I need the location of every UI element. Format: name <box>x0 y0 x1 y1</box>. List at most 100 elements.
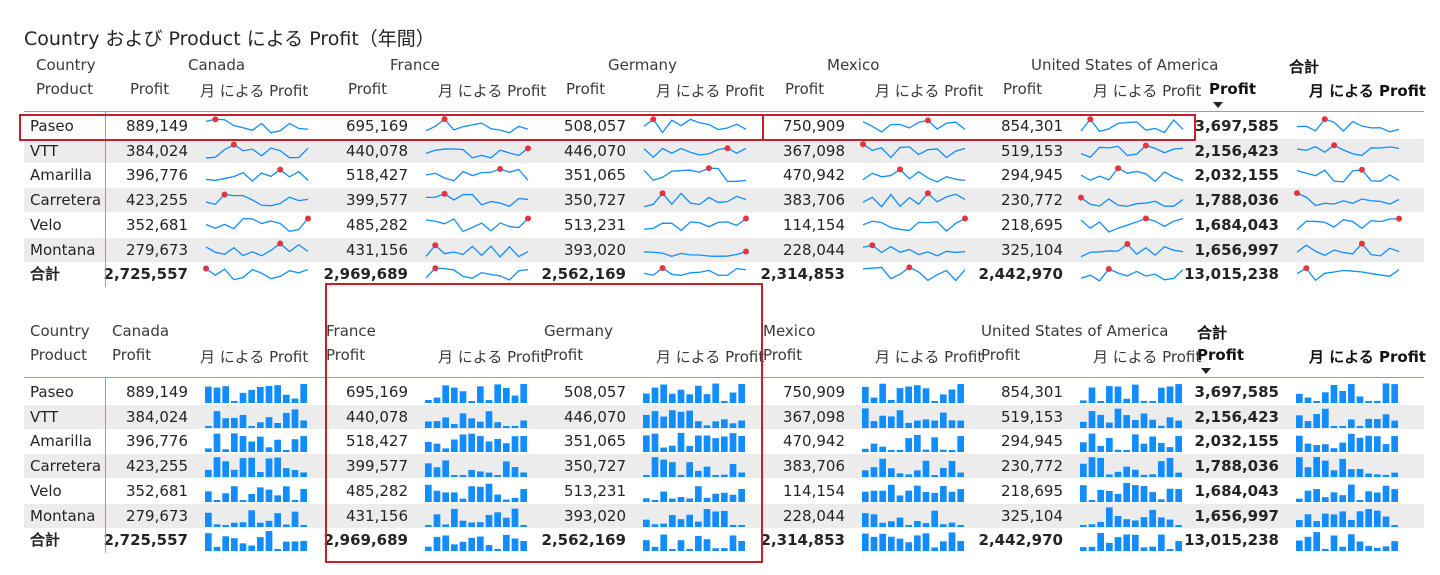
column-header-usa[interactable]: United States of America <box>1031 56 1219 74</box>
profit-value: 695,169 <box>345 117 408 135</box>
column-header-profit[interactable]: Profit <box>763 346 803 364</box>
profit-value: 3,697,585 <box>1194 117 1279 135</box>
line-sparkline <box>643 265 747 277</box>
sparkline-bar <box>1158 516 1165 527</box>
sparkline-bar <box>283 468 290 478</box>
table-row[interactable]: VTT 384,024 440,078 446,070 367,098 519,153 2,… <box>24 404 1424 429</box>
line-sparkline <box>1080 165 1184 183</box>
table-row[interactable]: Amarilla 396,776 518,427 351,065 470,942 294,… <box>24 429 1424 453</box>
column-header-profit[interactable]: Profit <box>1209 80 1256 98</box>
table-row[interactable]: Velo 352,681 485,282 513,231 114,154 218,695 1… <box>24 213 1424 237</box>
product-cell: VTT <box>30 407 59 426</box>
table-row[interactable]: Montana 279,673 431,156 393,020 228,044 325,1… <box>24 503 1424 528</box>
sparkline-bar <box>1391 524 1398 527</box>
sparkline-bar <box>300 436 307 453</box>
column-header-profit[interactable]: Profit <box>1197 346 1244 364</box>
sparkline-bar <box>520 472 527 478</box>
table-row[interactable]: Carretera 423,255 399,577 350,727 383,706 230… <box>24 188 1424 213</box>
sparkline-bar <box>1322 444 1329 453</box>
profit-value: 2,562,169 <box>541 265 626 284</box>
table-row[interactable]: Amarilla 396,776 518,427 351,065 470,942 294,… <box>24 163 1424 187</box>
table-row[interactable]: Montana 279,673 431,156 393,020 228,044 325,1… <box>24 237 1424 262</box>
sparkline-bar <box>957 436 964 453</box>
profit-value: 2,156,423 <box>1194 141 1279 160</box>
profit-value: 2,969,689 <box>323 265 408 284</box>
column-header-profit[interactable]: Profit <box>326 346 366 364</box>
column-header-profit[interactable]: Profit <box>981 346 1021 364</box>
sparkline-bar <box>257 537 264 552</box>
sparkline-bar <box>1391 436 1398 453</box>
sparkline-bar <box>669 514 676 527</box>
line-sparkline <box>425 265 529 281</box>
column-header-mexico[interactable]: Mexico <box>827 56 880 74</box>
column-header-france[interactable]: France <box>390 56 440 74</box>
sparkline-bar <box>669 498 676 502</box>
sparkline-bar <box>485 472 493 478</box>
sparkline-bar <box>265 458 273 478</box>
sparkline-bar <box>651 457 659 478</box>
sparkline-bar <box>511 508 519 527</box>
sparkline-bar <box>669 462 676 478</box>
column-header-profit[interactable]: Profit <box>348 80 388 98</box>
line-sparkline <box>425 190 529 208</box>
sparkline-bar <box>511 497 519 502</box>
column-header-germany[interactable]: Germany <box>544 322 613 340</box>
sparkline-path <box>205 242 309 257</box>
sort-descending-icon[interactable] <box>1213 102 1223 108</box>
table-row[interactable]: VTT 384,024 440,078 446,070 367,098 519,153 2,… <box>24 138 1424 163</box>
sparkline-bar <box>213 387 221 403</box>
profit-value: 854,301 <box>1000 383 1063 401</box>
sparkline-max-marker <box>441 116 448 123</box>
column-header-france[interactable]: France <box>326 322 376 340</box>
sparkline-bar <box>503 443 510 453</box>
total-row[interactable]: 合計 2,725,557 2,969,689 2,562,169 2,314,853 2,… <box>24 528 1424 552</box>
sort-descending-icon[interactable] <box>1201 368 1211 374</box>
column-header-mexico[interactable]: Mexico <box>763 322 816 340</box>
table-row[interactable]: Carretera 423,255 399,577 350,727 383,706 230… <box>24 454 1424 479</box>
profit-value: 350,727 <box>563 457 626 476</box>
line-sparkline <box>862 190 966 208</box>
sparkline-bar <box>239 499 247 502</box>
sparkline-bar <box>1348 419 1355 428</box>
sparkline-bar <box>274 512 281 527</box>
column-header-usa[interactable]: United States of America <box>981 322 1169 340</box>
sparkline-bar <box>1330 513 1338 527</box>
sparkline-bar <box>862 408 869 428</box>
sparkline-bar <box>651 523 659 527</box>
column-header-total[interactable]: 合計 <box>1197 324 1228 342</box>
sparkline-bar <box>712 438 719 453</box>
column-header-profit[interactable]: Profit <box>566 80 606 98</box>
line-sparkline <box>425 241 529 258</box>
column-sparkline <box>1296 408 1398 428</box>
sparkline-bar <box>1080 442 1087 453</box>
sparkline-max-marker <box>1396 215 1402 222</box>
sparkline-bar <box>922 491 930 502</box>
column-header-canada[interactable]: Canada <box>188 56 246 74</box>
column-header-germany[interactable]: Germany <box>608 56 677 74</box>
profit-value: 2,314,853 <box>760 531 845 550</box>
sparkline-bar <box>1382 383 1390 403</box>
sparkline-bar <box>712 493 719 502</box>
total-row[interactable]: 合計 2,725,557 2,969,689 2,562,169 2,314,853 2,… <box>24 262 1424 286</box>
sparkline-bar <box>503 425 510 428</box>
sparkline-bar <box>712 548 719 552</box>
column-header-profit[interactable]: Profit <box>1003 80 1043 98</box>
sparkline-bar <box>205 491 212 502</box>
sparkline-bar <box>503 535 510 552</box>
column-header-profit[interactable]: Profit <box>130 80 170 98</box>
table-row[interactable]: Paseo 889,149 695,169 508,057 750,909 854,301… <box>24 380 1424 404</box>
table-row[interactable]: Paseo 889,149 695,169 508,057 750,909 854,301… <box>24 114 1424 138</box>
sparkline-bar <box>1114 537 1122 552</box>
profit-value: 519,153 <box>1000 141 1063 160</box>
sparkline-bar <box>1339 510 1346 527</box>
column-header-profit[interactable]: Profit <box>112 346 152 364</box>
sparkline-bar <box>729 494 737 502</box>
table-row[interactable]: Velo 352,681 485,282 513,231 114,154 218,695 1… <box>24 479 1424 503</box>
sparkline-bar <box>1339 494 1346 502</box>
sparkline-bar <box>494 511 501 527</box>
column-header-profit[interactable]: Profit <box>785 80 825 98</box>
column-header-total[interactable]: 合計 <box>1289 58 1320 76</box>
column-header-profit[interactable]: Profit <box>544 346 584 364</box>
sparkline-bar <box>442 417 449 428</box>
column-header-canada[interactable]: Canada <box>112 322 170 340</box>
